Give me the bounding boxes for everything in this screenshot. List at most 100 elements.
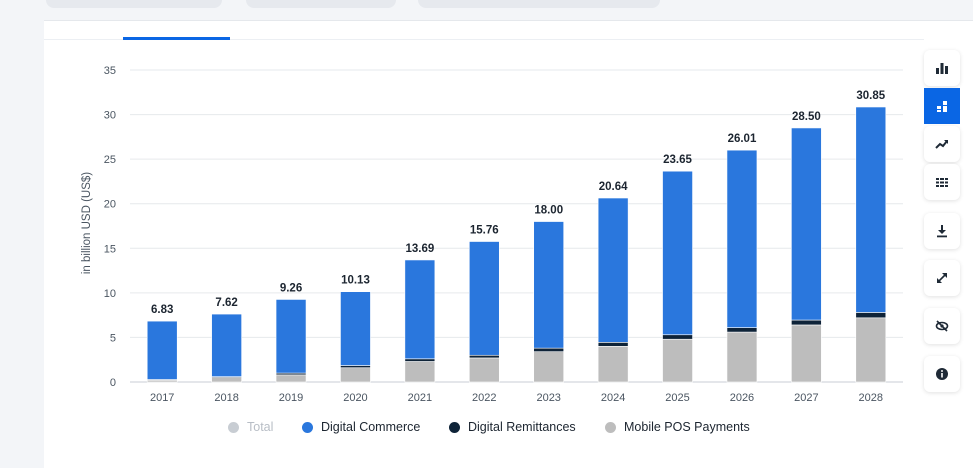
y-tick-label: 15 <box>104 243 116 255</box>
y-tick-label: 20 <box>104 199 116 211</box>
legend-item-total[interactable]: Total <box>228 420 273 434</box>
bar-chart-button[interactable] <box>924 50 960 86</box>
bar-segment <box>404 361 436 383</box>
bar-segment <box>404 358 436 362</box>
bar-segment <box>726 327 758 333</box>
bar-segment <box>340 291 371 366</box>
bar-segment <box>340 365 371 369</box>
bar-segment <box>211 313 242 377</box>
x-tick-label: 2019 <box>279 392 303 404</box>
top-tab-pill[interactable] <box>418 0 660 8</box>
x-tick-label: 2020 <box>343 392 367 404</box>
y-tick-label: 30 <box>104 110 116 122</box>
bar-segment <box>855 312 887 319</box>
legend-dot <box>605 421 616 433</box>
bar-segment <box>146 320 178 380</box>
bar-segment <box>468 241 500 356</box>
legend-item-digital-commerce[interactable]: Digital Commerce <box>302 420 420 434</box>
legend-dot <box>302 421 313 433</box>
info-icon <box>936 368 948 380</box>
x-tick-label: 2024 <box>601 392 625 404</box>
legend-dot <box>449 421 460 433</box>
bar-segment <box>533 347 565 352</box>
bar-segment <box>597 342 629 347</box>
bar-segment <box>275 374 307 383</box>
bar-segment <box>533 351 565 383</box>
legend-label: Mobile POS Payments <box>624 420 750 434</box>
bar-segment <box>468 354 500 359</box>
bar-total-label: 15.76 <box>470 225 499 237</box>
top-tab-pill[interactable] <box>46 0 222 8</box>
bar-total-label: 26.01 <box>728 133 757 145</box>
bar-segment <box>211 377 242 383</box>
bar-total-label: 6.83 <box>151 304 173 316</box>
bar-total-label: 18.00 <box>534 205 563 217</box>
bar-segment <box>726 331 758 383</box>
x-tick-label: 2023 <box>536 392 560 404</box>
legend-item-mobile-pos-payments[interactable]: Mobile POS Payments <box>605 420 750 434</box>
bar-total-label: 23.65 <box>663 154 692 166</box>
legend-label: Digital Commerce <box>321 420 421 434</box>
bar-chart-icon <box>936 63 948 74</box>
x-tick-label: 2018 <box>214 392 238 404</box>
fullscreen-button[interactable] <box>924 260 960 296</box>
stacked-bar-button[interactable] <box>924 88 960 124</box>
y-tick-label: 0 <box>110 377 116 389</box>
y-tick-label: 10 <box>104 288 116 300</box>
hide-button[interactable] <box>924 308 960 344</box>
legend-dot <box>228 421 239 433</box>
bar-segment <box>726 149 758 328</box>
y-tick-label: 5 <box>110 332 116 344</box>
bar-total-label: 7.62 <box>215 297 237 309</box>
y-tick-label: 35 <box>104 65 116 77</box>
bar-segment <box>468 357 500 383</box>
download-button[interactable] <box>924 213 960 249</box>
download-icon <box>937 225 947 238</box>
bar-total-label: 20.64 <box>599 181 628 193</box>
bar-segment <box>404 259 436 360</box>
x-tick-label: 2022 <box>472 392 496 404</box>
legend-item-digital-remittances[interactable]: Digital Remittances <box>449 420 576 434</box>
bar-total-label: 28.50 <box>792 111 821 123</box>
bar-segment <box>791 324 822 383</box>
bar-segment <box>855 317 887 383</box>
bar-segment <box>597 197 629 343</box>
bar-total-label: 10.13 <box>341 275 370 287</box>
stacked-bar-icon <box>937 101 947 112</box>
bar-segment <box>662 334 693 340</box>
top-tab-pill[interactable] <box>246 0 396 8</box>
x-tick-label: 2026 <box>730 392 754 404</box>
x-tick-label: 2025 <box>665 392 689 404</box>
bar-segment <box>597 346 629 383</box>
tab-divider <box>44 39 924 40</box>
x-tick-label: 2017 <box>150 392 174 404</box>
trend-line-icon <box>935 140 948 149</box>
bar-segment <box>855 106 887 313</box>
table-grid-icon <box>936 178 948 187</box>
bar-segment <box>791 127 822 321</box>
bar-segment <box>275 299 307 374</box>
info-button[interactable] <box>924 356 960 392</box>
active-tab-indicator[interactable] <box>123 37 230 40</box>
legend-label: Total <box>247 420 274 434</box>
bar-segment <box>791 319 822 326</box>
bar-segment <box>533 221 565 349</box>
trend-line-button[interactable] <box>924 126 960 162</box>
bar-segment <box>662 170 693 336</box>
table-grid-button[interactable] <box>924 164 960 200</box>
top-strip <box>0 0 973 20</box>
y-tick-label: 25 <box>104 154 116 166</box>
bar-total-label: 13.69 <box>405 243 434 255</box>
fullscreen-icon <box>937 273 947 283</box>
x-tick-label: 2021 <box>408 392 432 404</box>
bar-total-label: 30.85 <box>856 90 885 102</box>
bar-segment <box>340 367 371 383</box>
hide-eye-icon <box>935 320 949 332</box>
chart-legend: Total Digital Commerce Digital Remittanc… <box>0 420 973 440</box>
bar-segment <box>662 338 693 383</box>
y-axis-label: in billion USD (US$) <box>81 172 93 274</box>
x-tick-label: 2027 <box>794 392 818 404</box>
bar-total-label: 9.26 <box>280 282 302 294</box>
legend-label: Digital Remittances <box>468 420 576 434</box>
